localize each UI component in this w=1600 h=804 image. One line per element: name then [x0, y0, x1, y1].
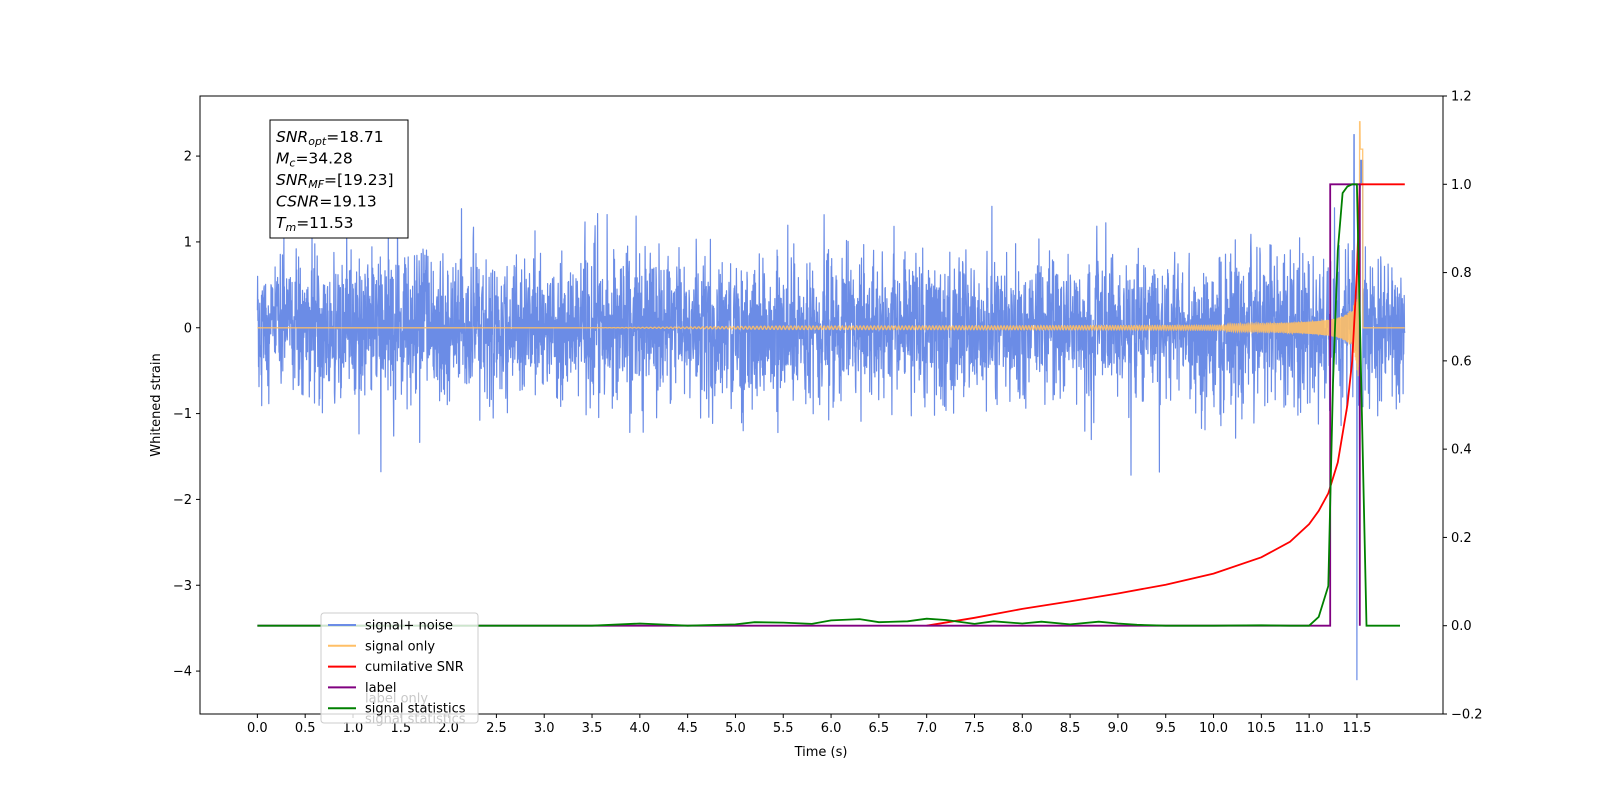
x-tick-label: 7.0 — [916, 721, 937, 736]
x-tick-label: 10.5 — [1247, 721, 1276, 736]
y2-tick-label: 0.6 — [1451, 354, 1472, 369]
x-tick-label: 2.0 — [438, 721, 459, 736]
x-tick-label: 6.0 — [821, 721, 842, 736]
y2-tick-label: 1.0 — [1451, 178, 1472, 193]
x-tick-label: 1.0 — [343, 721, 364, 736]
x-tick-label: 4.5 — [677, 721, 698, 736]
plot-frame — [199, 95, 1444, 715]
info-box-line: Tm=11.53 — [276, 214, 354, 234]
x-tick-label: 3.5 — [582, 721, 603, 736]
x-tick-label: 11.0 — [1295, 721, 1324, 736]
info-box-line: SNRMF=[19.23] — [276, 171, 394, 191]
series-signal-statistics-line — [257, 183, 1400, 627]
x-axis: 0.0 0.5 1.0 1.5 2.0 2.5 3.0 3.5 4.0 4.5 5.0 5.5 6.0 6… — [247, 714, 1371, 736]
x-tick-label: 8.5 — [1060, 721, 1081, 736]
x-tick-label: 9.0 — [1108, 721, 1129, 736]
x-tick-label: 0.5 — [295, 721, 316, 736]
legend-label: signal only — [365, 639, 435, 654]
legend-label: signal statistics — [365, 702, 466, 717]
info-box-line: Mc=34.28 — [276, 150, 353, 170]
y2-tick-label: 0.8 — [1451, 266, 1472, 281]
y-tick-label: −4 — [173, 665, 192, 680]
x-tick-label: 11.5 — [1342, 721, 1371, 736]
x-tick-label: 5.5 — [773, 721, 794, 736]
y2-tick-label: 0.2 — [1451, 531, 1472, 546]
y-tick-label: −2 — [173, 493, 192, 508]
y-axis-right: −0.2 0.0 0.2 0.4 0.6 0.8 1.0 1.2 — [1443, 90, 1483, 723]
y-tick-label: −3 — [173, 579, 192, 594]
y-axis-label: Whitened strain — [149, 353, 164, 456]
x-tick-label: 9.5 — [1155, 721, 1176, 736]
series-signal-noise-line — [256, 134, 1406, 681]
x-tick-label: 0.0 — [247, 721, 268, 736]
x-tick-label: 3.0 — [534, 721, 555, 736]
y-tick-label: 0 — [184, 321, 192, 336]
x-tick-label: 5.0 — [725, 721, 746, 736]
x-tick-label: 10.0 — [1199, 721, 1228, 736]
x-tick-label: 2.5 — [486, 721, 507, 736]
legend-ghost-text: signal statistics — [365, 712, 466, 727]
y2-tick-label: 0.4 — [1451, 443, 1472, 458]
info-box-line: CSNR=19.13 — [276, 193, 377, 211]
y2-tick-label: 0.0 — [1451, 619, 1472, 634]
legend-frame — [320, 612, 479, 724]
x-tick-label: 4.0 — [629, 721, 650, 736]
x-tick-label: 8.0 — [1012, 721, 1033, 736]
y-tick-label: 2 — [184, 150, 192, 165]
x-tick-label: 6.5 — [869, 721, 890, 736]
x-tick-label: 7.5 — [964, 721, 985, 736]
series-signal-only-line — [257, 121, 1405, 377]
series-layer — [256, 121, 1406, 681]
y-tick-label: −1 — [173, 407, 192, 422]
info-box-frame — [269, 119, 409, 239]
info-box-line: SNRopt=18.71 — [276, 128, 384, 148]
x-tick-label: 1.5 — [390, 721, 411, 736]
x-axis-label: Time (s) — [794, 745, 848, 760]
y2-tick-label: −0.2 — [1451, 708, 1483, 723]
legend-ghost-text: label only — [365, 691, 428, 706]
y-tick-label: 1 — [184, 235, 192, 250]
series-cumulative-snr-line — [926, 183, 1405, 627]
legend-label: label — [365, 681, 396, 696]
legend-label: cumilative SNR — [365, 660, 464, 675]
legend-label: signal+ noise — [365, 619, 453, 634]
y-axis-left: −4 −3 −2 −1 0 1 2 — [173, 150, 200, 680]
y2-tick-label: 1.2 — [1451, 90, 1472, 105]
